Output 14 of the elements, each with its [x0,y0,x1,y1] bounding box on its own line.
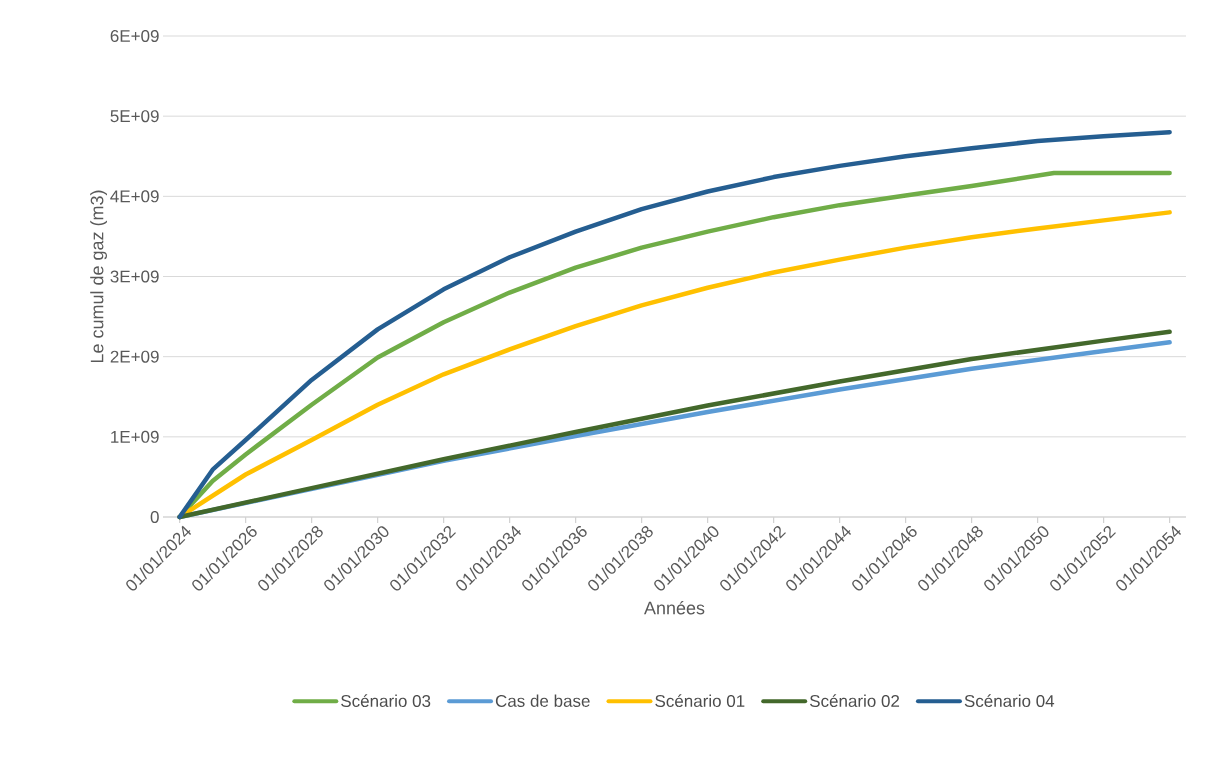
y-tick-label: 5E+09 [110,110,159,123]
legend-label: Scénario 01 [655,694,745,708]
y-tick-label: 3E+09 [110,270,159,283]
y-tick-label: 1E+09 [111,430,159,443]
y-tick-label: 6E+09 [110,29,159,43]
legend-label: Scénario 03 [341,694,431,708]
legend-label: Scénario 02 [809,694,900,708]
y-axis-title: Le cumul de gaz (m3) [90,190,107,363]
x-axis-title: Années [644,600,705,615]
legend-label: Cas de base [495,694,590,707]
y-tick-label: 0 [150,510,159,524]
y-tick-label: 4E+09 [110,190,159,203]
y-tick-label: 2E+09 [110,350,159,363]
legend-label: Scénario 04 [964,694,1055,708]
